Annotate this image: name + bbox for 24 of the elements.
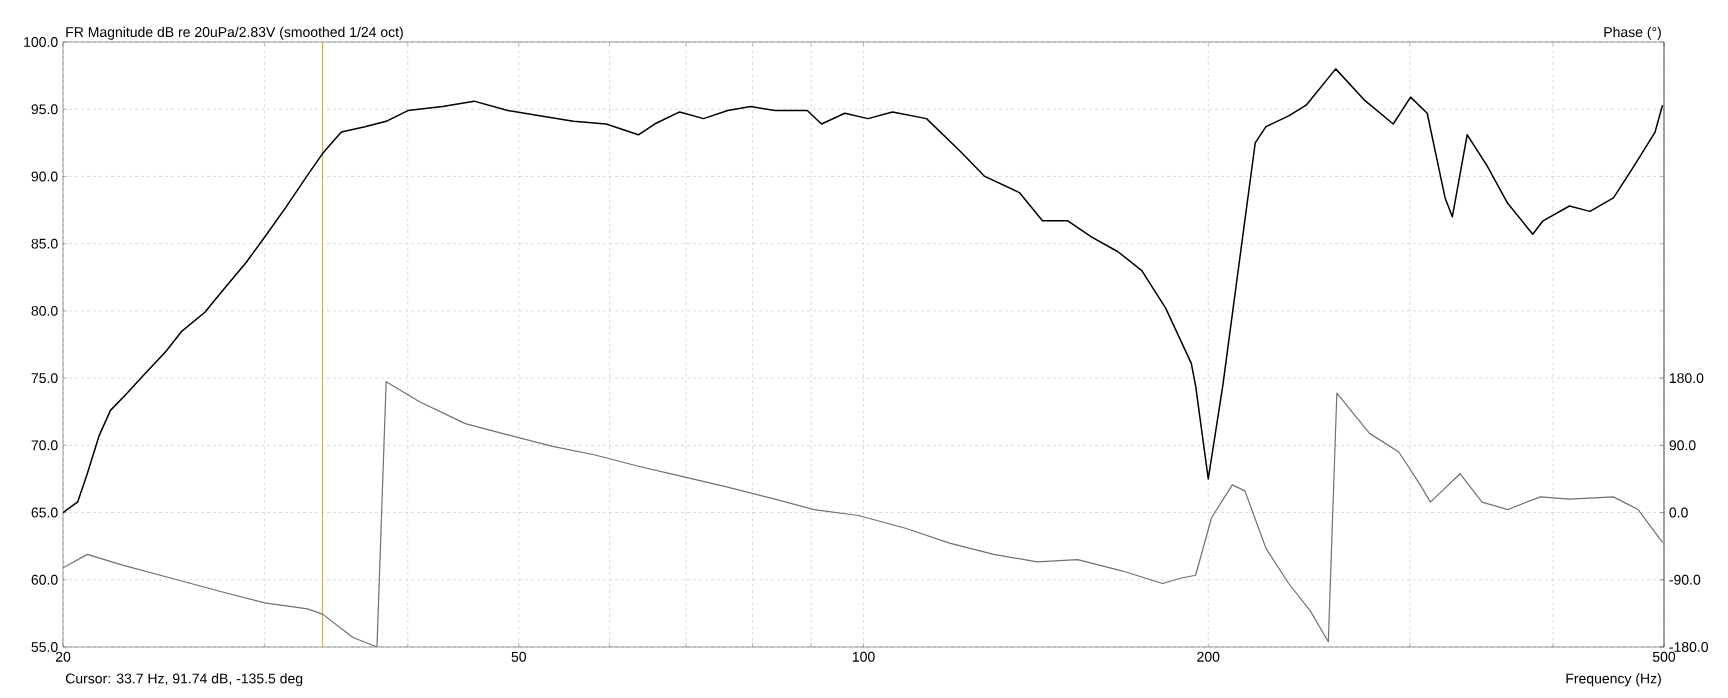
x-tick-label: 500	[1652, 651, 1676, 662]
y-tick-label: 60.0	[31, 574, 58, 585]
y-tick-label: 65.0	[31, 507, 58, 518]
y-tick-label: 85.0	[31, 238, 58, 249]
y-tick-label: 75.0	[31, 373, 58, 384]
x-tick-label: 50	[511, 651, 527, 662]
y-tick-label: 90.0	[31, 171, 58, 182]
x-tick-label: 200	[1197, 651, 1220, 662]
y-tick-label: 70.0	[31, 440, 58, 451]
y-tick-label: 100.0	[24, 37, 58, 47]
y2-tick-label: 90.0	[1669, 440, 1696, 451]
text: Cursor: 33.7 Hz, 91.74 dB, -135.5 deg	[65, 673, 303, 687]
y-tick-label: 55.0	[31, 642, 58, 652]
y2-tick-label: 180.0	[1669, 373, 1704, 384]
y-tick-label: 95.0	[31, 104, 58, 115]
x-tick-label: 100	[852, 651, 875, 662]
x-axis-title: Frequency (Hz)	[1566, 673, 1661, 687]
y2-tick-label: 0.0	[1669, 507, 1688, 518]
y2-tick-label: -90.0	[1669, 574, 1701, 585]
x-tick-label: 20	[55, 651, 71, 662]
y2-tick-label: -180.0	[1669, 642, 1709, 652]
y-axis-title: FR Magnitude dB re 20uPa/2.83V (smoothed 1/24 oct)	[66, 26, 403, 40]
y2-axis-title: Phase (°)	[1604, 26, 1661, 40]
y-tick-label: 80.0	[31, 305, 58, 316]
